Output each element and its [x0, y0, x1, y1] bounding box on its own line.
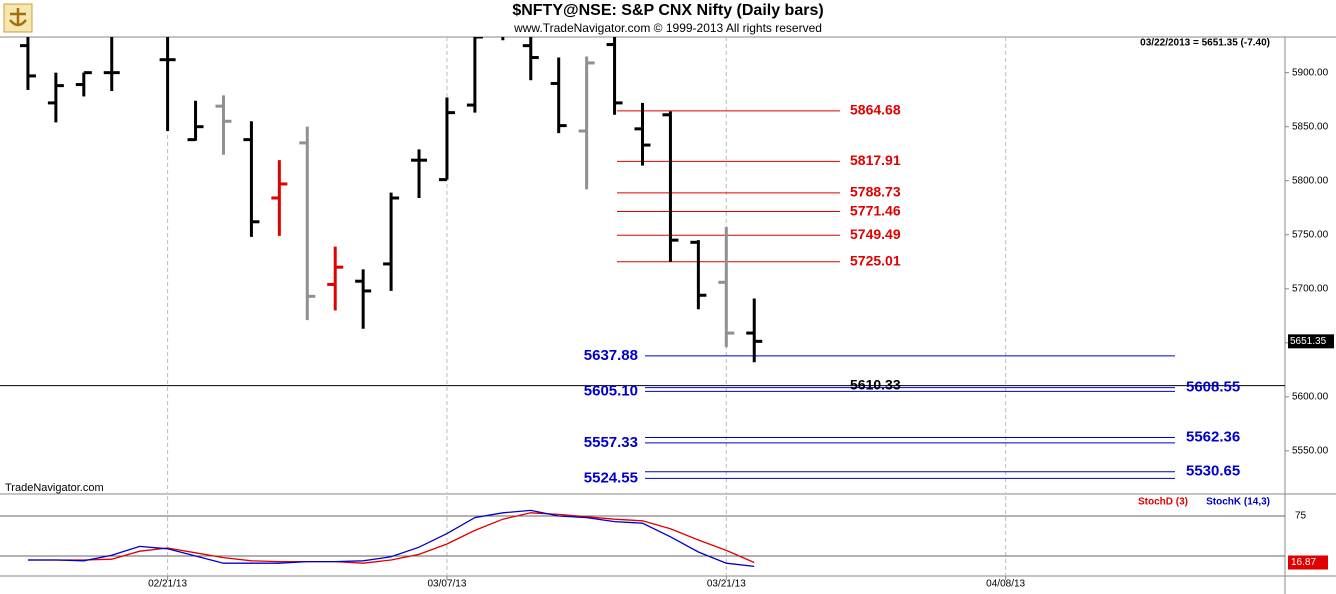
last-price-label: 5651.35 [1290, 336, 1327, 347]
support-label: 5557.33 [584, 434, 638, 451]
legend-entry: StochD (3) [1138, 497, 1188, 508]
y-tick-label: 5750.00 [1292, 229, 1329, 240]
watermark: TradeNavigator.com [5, 482, 104, 494]
y-tick-label: 5850.00 [1292, 121, 1329, 132]
resistance-label: 5749.49 [850, 226, 901, 242]
support-label: 5530.65 [1186, 463, 1240, 480]
resistance-label: 5817.91 [850, 152, 901, 168]
stoch-line [27, 512, 755, 564]
stoch-pane [0, 509, 1285, 568]
resistance-label: 5864.68 [850, 102, 901, 118]
x-tick-label: 04/08/13 [986, 579, 1025, 590]
x-tick-label: 03/07/13 [427, 579, 466, 590]
support-label: 5562.36 [1186, 428, 1240, 445]
chart-subtitle: www.TradeNavigator.com © 1999-2013 All r… [513, 21, 822, 35]
last-value-tag [1288, 555, 1328, 570]
support-label: 5524.55 [584, 469, 638, 486]
chart-title: $NFTY@NSE: S&P CNX Nifty (Daily bars) [512, 2, 823, 19]
resistance-label: 5788.73 [850, 184, 901, 200]
support-label: 5637.88 [584, 347, 638, 364]
resistance-label: 5725.01 [850, 252, 901, 268]
stoch-line [27, 509, 755, 568]
reference-label: 5610.33 [850, 376, 901, 392]
support-label: 5605.10 [584, 382, 638, 399]
y-tick-label: 5800.00 [1292, 175, 1329, 186]
price-pane [0, 37, 1285, 479]
y-tick-label: 5550.00 [1292, 445, 1329, 456]
x-tick-label: 03/21/13 [707, 579, 746, 590]
y-tick-label: 5600.00 [1292, 391, 1329, 402]
y-tick-label: 75 [1295, 511, 1307, 522]
logo [3, 3, 33, 33]
y-tick-label: 5700.00 [1292, 283, 1329, 294]
last-value-label: 16.87 [1291, 557, 1316, 568]
last-price-tag [1288, 334, 1334, 349]
resistance-label: 5771.46 [850, 202, 901, 218]
support-label: 5608.55 [1186, 379, 1240, 396]
status-text: 03/22/2013 = 5651.35 (-7.40) [1140, 38, 1270, 49]
x-tick-label: 02/21/13 [148, 579, 187, 590]
legend-entry: StochK (14,3) [1206, 497, 1270, 508]
y-tick-label: 5900.00 [1292, 67, 1329, 78]
